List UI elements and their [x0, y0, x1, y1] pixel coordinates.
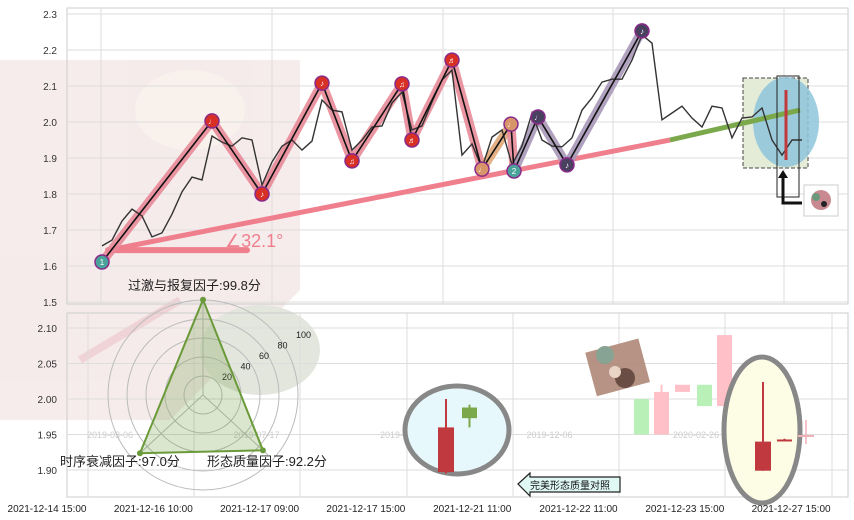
angle-label: ∠32.1°: [225, 231, 283, 251]
top-y-tick-label: 1.5: [43, 298, 57, 309]
reference-candle-body: [462, 407, 477, 419]
callout-arrow: 完美形态质量对照: [517, 471, 621, 498]
x-tick-label: 2021-12-17 09:00: [220, 504, 299, 515]
x-tick-label: 2021-12-14 15:00: [8, 504, 87, 515]
pivot-label: ♪: [640, 27, 644, 36]
arrow-head-icon: [778, 170, 788, 178]
watermark-date: 2019-12-06: [526, 430, 572, 440]
faded-candle-body: [675, 384, 690, 392]
x-tick-label: 2021-12-22 11:00: [539, 504, 618, 515]
pivot-label: ♩: [208, 117, 216, 126]
top-plot-frame: [66, 7, 849, 305]
trend-lines: [105, 107, 801, 254]
top-y-tick-label: 2.3: [43, 10, 57, 21]
pivot-marker: [530, 109, 546, 125]
price-line: [101, 33, 802, 247]
top-y-axis: 1.5 1.6 1.7 1.8 1.9 2.0 2.1 2.2 2.3: [43, 10, 57, 309]
x-tick-label: 2021-12-21 11:00: [433, 504, 512, 515]
top-y-tick-label: 1.6: [43, 262, 57, 273]
watermark-date: 2019-03-06: [87, 430, 133, 440]
bottom-plot-frame: [66, 312, 849, 498]
pivot-label: ♪: [260, 190, 264, 199]
selection-rect: [776, 75, 800, 198]
radar-ring-label: 60: [259, 351, 269, 361]
x-tick-label: 2021-12-17 15:00: [326, 504, 405, 515]
pivot-label: ♩: [507, 120, 515, 129]
pivot-label: ♪: [565, 161, 569, 170]
reference-candles: [438, 399, 477, 474]
pivot-label: 1: [100, 258, 105, 267]
radar-ring-label: 80: [278, 341, 288, 351]
pivot-marker: [444, 52, 460, 68]
pivot-marker: [634, 23, 650, 39]
top-y-tick-label: 1.7: [43, 226, 57, 237]
x-tick-label: 2021-12-23 15:00: [645, 504, 724, 515]
faded-candle-body: [634, 399, 649, 435]
pivot-marker: [503, 116, 519, 132]
bottom-y-tick-label: 1.90: [38, 466, 58, 477]
pivot-label: 2: [512, 167, 517, 176]
x-axis: 2021-12-14 15:00 2021-12-16 10:00 2021-12-…: [8, 504, 831, 515]
top-y-tick-label: 2.0: [43, 118, 57, 129]
current-candle-body: [777, 439, 792, 442]
bottom-y-tick-label: 2.00: [38, 395, 58, 406]
thumbnail-image[interactable]: [803, 184, 839, 217]
top-y-tick-label: 2.1: [43, 82, 57, 93]
bottom-y-tick-label: 2.10: [38, 324, 58, 335]
arrow-icon: [781, 172, 802, 205]
pivot-label: ♫: [399, 80, 405, 89]
trend-line-extension: [669, 107, 801, 143]
pivot-marker: [344, 153, 360, 169]
faded-candle-body: [697, 384, 712, 407]
pivot-label: ♫: [349, 157, 355, 166]
trend-line-up: [107, 137, 671, 253]
current-candles: [755, 381, 814, 471]
current-candle-body: [755, 441, 771, 471]
pivot-marker: [314, 75, 330, 91]
top-y-tick-label: 1.8: [43, 190, 57, 201]
radar-vertex: [200, 296, 206, 303]
radar-ring-label: 40: [241, 362, 251, 372]
bottom-y-tick-label: 2.05: [38, 360, 58, 371]
pivot-marker: [559, 157, 575, 173]
faded-candle-body: [654, 391, 669, 435]
radar-vertex: [259, 447, 266, 454]
pivot-marker: [204, 113, 220, 129]
pivot-markers: 1 ♩ ♪ ♪ ♫ ♫ ♬ ♬ ♩ ♩ 2 ♩ ♪ ♪: [94, 23, 650, 270]
radar-vertex: [136, 450, 143, 457]
pivot-label: ♬: [408, 136, 416, 145]
x-tick-label: 2021-12-27 15:00: [752, 504, 831, 515]
pivot-marker: [404, 132, 420, 148]
x-tick-label: 2021-12-16 10:00: [114, 504, 193, 515]
radar-axis: [137, 394, 204, 456]
radar-ring-label: 20: [222, 372, 232, 382]
radar-axis: [202, 394, 269, 456]
bottom-y-tick-label: 1.95: [38, 431, 58, 442]
pivot-label: ♩: [534, 113, 542, 122]
radar-polygon: [138, 297, 265, 455]
radar-factor-label: 形态质量因子:92.2分: [207, 454, 327, 469]
pivot-label: ♩: [478, 165, 486, 174]
radar-ring-label: 100: [296, 330, 311, 340]
reference-candle-body: [438, 427, 454, 473]
pivot-label: ♪: [320, 79, 324, 88]
pivot-marker: [254, 186, 270, 202]
reference-pattern-ellipse: [402, 383, 512, 477]
zigzag-line: [101, 30, 643, 263]
callout-label: 完美形态质量对照: [530, 479, 610, 492]
collage-image: [585, 338, 650, 397]
top-y-tick-label: 2.2: [43, 46, 57, 57]
pivot-marker: [94, 254, 110, 270]
radar-factor-label: 时序衰减因子:97.0分: [60, 454, 180, 469]
bottom-y-axis: 1.90 1.95 2.00 2.05 2.10: [38, 324, 58, 477]
pivot-marker: [474, 161, 490, 177]
radar-factor-label: 过激与报复因子:99.8分: [128, 278, 261, 293]
pivot-marker: [394, 76, 410, 92]
pivot-label: ♬: [448, 56, 456, 65]
watermark-date: 2020-02-26: [673, 430, 719, 440]
pivot-marker: [506, 163, 522, 179]
top-y-tick-label: 1.9: [43, 154, 57, 165]
